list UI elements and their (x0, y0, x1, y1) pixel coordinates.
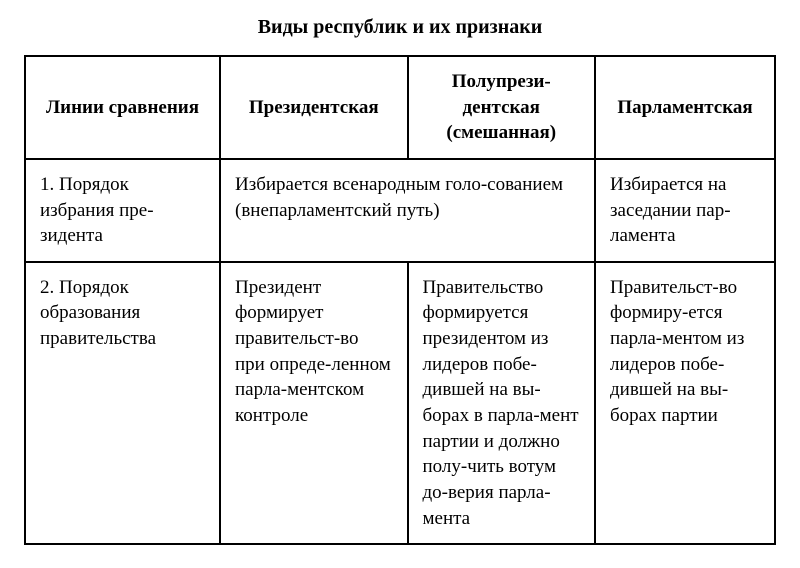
row-2-cell-3: Правительст-во формиру-ется парла-ментом… (595, 262, 775, 544)
header-presidential: Президентская (220, 56, 408, 159)
table-row: 2. Порядок образования правительства Пре… (25, 262, 775, 544)
republics-table: Линии сравнения Президентская Полупрези-… (24, 55, 776, 545)
header-parliamentary: Парламентская (595, 56, 775, 159)
row-2-cell-1: Президент формирует правительст-во при о… (220, 262, 408, 544)
row-1-label: 1. Порядок избрания пре-зидента (25, 159, 220, 262)
row-1-cell-merged: Избирается всенародным голо-сованием (вн… (220, 159, 595, 262)
table-title: Виды республик и их признаки (24, 16, 776, 39)
table-row: 1. Порядок избрания пре-зидента Избирает… (25, 159, 775, 262)
row-1-cell-3: Избирается на заседании пар-ламента (595, 159, 775, 262)
header-row: Линии сравнения Президентская Полупрези-… (25, 56, 775, 159)
header-semipresidential: Полупрези-дентская (смешанная) (408, 56, 596, 159)
row-2-label: 2. Порядок образования правительства (25, 262, 220, 544)
header-comparison-lines: Линии сравнения (25, 56, 220, 159)
row-2-cell-2: Правительство формируется президентом из… (408, 262, 596, 544)
